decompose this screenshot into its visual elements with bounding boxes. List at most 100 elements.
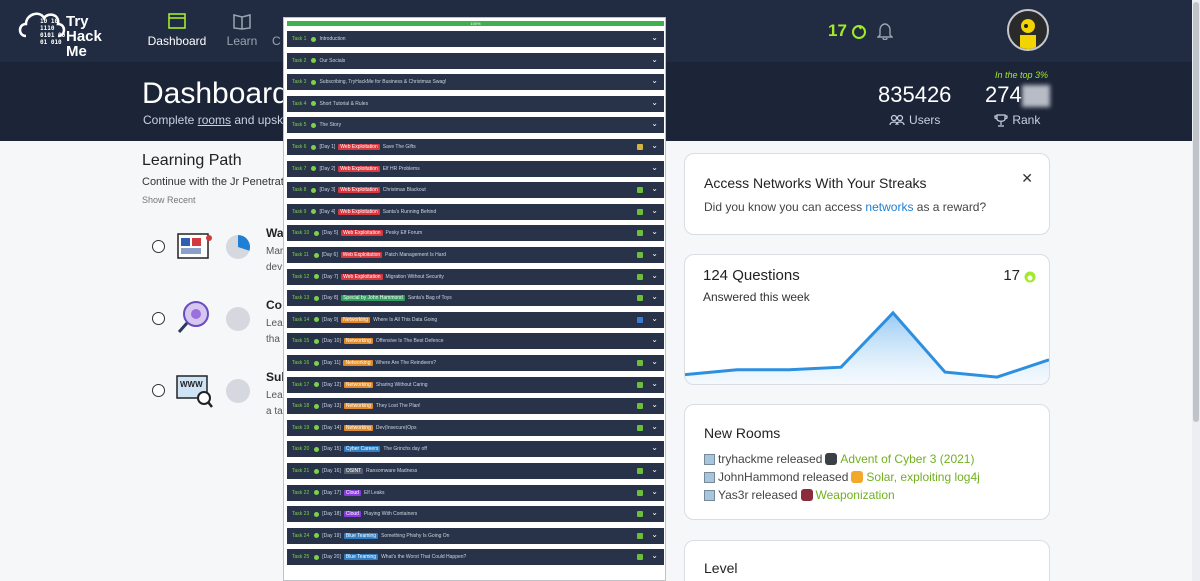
avatar-image-icon <box>1020 19 1036 49</box>
show-recent-link[interactable]: Show Recent <box>142 195 196 205</box>
page-scrollbar[interactable] <box>1192 0 1200 581</box>
task-day: [Day 10] <box>322 338 341 345</box>
chevron-down-icon[interactable]: ⌄ <box>651 357 658 366</box>
networks-card: Access Networks With Your Streaks ✕ Did … <box>684 153 1050 235</box>
check-icon <box>314 511 320 517</box>
task-row[interactable]: Task 21 [Day 16] OSINT Ransomware Madness ⌄ <box>287 463 664 479</box>
chevron-down-icon[interactable]: ⌄ <box>651 141 658 150</box>
item-radio[interactable] <box>152 384 165 397</box>
task-tag: Networking <box>343 381 373 388</box>
task-number: Task 9 <box>292 208 307 215</box>
user-avatar-icon <box>704 453 715 465</box>
chevron-down-icon[interactable]: ⌄ <box>651 119 658 129</box>
task-day: [Day 20] <box>322 554 341 561</box>
task-row[interactable]: Task 23 [Day 18] Cloud Playing With Contain… <box>287 506 664 523</box>
chevron-down-icon[interactable]: ⌄ <box>651 270 658 280</box>
task-status-icon <box>637 532 643 539</box>
chevron-down-icon[interactable]: ⌄ <box>651 378 658 388</box>
user-avatar[interactable] <box>1007 9 1049 51</box>
task-row[interactable]: Task 7 [Day 2] Web Exploitation Elf HR Prob… <box>287 160 664 177</box>
task-row[interactable]: Task 9 [Day 4] Web Exploitation Santa's Run… <box>287 203 664 220</box>
notification-bell-icon[interactable] <box>877 22 893 40</box>
learning-path-item[interactable]: Co Lea tha <box>152 298 292 348</box>
networks-link[interactable]: networks <box>865 200 914 214</box>
task-number: Task 20 <box>292 446 310 453</box>
release-room[interactable]: Weaponization <box>815 488 895 502</box>
task-row[interactable]: Task 22 [Day 17] Cloud Elf Leaks ⌄ <box>287 484 664 501</box>
new-rooms-card: New Rooms tryhackme released Advent of C… <box>684 404 1050 520</box>
tryhackme-logo[interactable]: 10 10 1110 0101 00 01 010 Try Hack Me <box>18 6 118 59</box>
task-row[interactable]: Task 10 [Day 5] Web Exploitation Pesky Elf … <box>287 225 664 242</box>
item-radio[interactable] <box>152 240 165 253</box>
task-row[interactable]: Task 11 [Day 6] Web Exploitation Patch Mana… <box>287 247 664 263</box>
chevron-down-icon[interactable]: ⌄ <box>651 97 658 107</box>
nav-learn[interactable]: Learn <box>222 12 262 48</box>
chevron-down-icon[interactable]: ⌄ <box>651 76 658 86</box>
chevron-down-icon[interactable]: ⌄ <box>651 335 658 345</box>
check-icon <box>311 101 317 107</box>
task-row[interactable]: Task 12 [Day 7] Web Exploitation Migration … <box>287 268 664 285</box>
task-tag: Web Exploitation <box>338 208 380 215</box>
rooms-link[interactable]: rooms <box>197 113 232 127</box>
task-title: Short Tutorial & Rules <box>319 100 369 107</box>
chevron-down-icon[interactable]: ⌄ <box>651 184 658 194</box>
task-row[interactable]: Task 4 Short Tutorial & Rules ⌄ <box>287 95 664 112</box>
task-row[interactable]: Task 18 [Day 13] Networking They Lost The P… <box>287 398 664 415</box>
task-row[interactable]: Task 8 [Day 3] Web Exploitation Christmas B… <box>287 182 664 199</box>
release-user[interactable]: tryhackme <box>718 452 774 466</box>
task-row[interactable]: Task 14 [Day 9] Networking Where Is All Thi… <box>287 311 664 328</box>
chevron-down-icon[interactable]: ⌄ <box>651 400 658 410</box>
item-radio[interactable] <box>152 312 165 325</box>
item-description: Lea tha <box>266 318 283 345</box>
close-icon[interactable]: ✕ <box>1021 170 1033 186</box>
task-row[interactable]: Task 24 [Day 19] Blue Teaming Something Phi… <box>287 527 664 544</box>
chevron-down-icon[interactable]: ⌄ <box>651 54 658 64</box>
chevron-down-icon[interactable]: ⌄ <box>651 249 658 258</box>
task-title: Subscribing, TryHackMe for Business & Ch… <box>319 79 447 86</box>
task-tag: Web Exploitation <box>341 230 383 237</box>
task-status-icon <box>637 511 643 518</box>
streak-counter[interactable]: 17 <box>828 21 867 41</box>
release-room[interactable]: Solar, exploiting log4j <box>866 470 980 484</box>
task-day: [Day 12] <box>322 381 341 388</box>
task-row[interactable]: Task 19 [Day 14] Networking Dev(Insecure)Op… <box>287 419 664 436</box>
task-row[interactable]: Task 16 [Day 11] Networking Where Are The R… <box>287 355 664 371</box>
learning-path-item[interactable]: WWW Sub Lea a ta <box>152 370 292 420</box>
task-row[interactable]: Task 25 [Day 20] Blue Teaming What's the Wo… <box>287 549 664 566</box>
book-icon <box>233 14 251 30</box>
chevron-down-icon[interactable]: ⌄ <box>651 465 658 474</box>
chevron-down-icon[interactable]: ⌄ <box>651 508 658 518</box>
chevron-down-icon[interactable]: ⌄ <box>651 551 658 561</box>
chevron-down-icon[interactable]: ⌄ <box>651 313 658 323</box>
check-icon <box>314 446 320 452</box>
task-row[interactable]: Task 3 Subscribing, TryHackMe for Busines… <box>287 74 664 91</box>
check-icon <box>313 252 319 258</box>
release-room[interactable]: Advent of Cyber 3 (2021) <box>840 452 975 466</box>
task-row[interactable]: Task 17 [Day 12] Networking Sharing Without… <box>287 376 664 393</box>
nav-dashboard[interactable]: Dashboard <box>147 12 207 48</box>
task-row[interactable]: Task 6 [Day 1] Web Exploitation Save The Gi… <box>287 139 664 155</box>
chevron-down-icon[interactable]: ⌄ <box>651 227 658 237</box>
task-status-icon <box>637 554 643 561</box>
chevron-down-icon[interactable]: ⌄ <box>651 33 658 42</box>
chevron-down-icon[interactable]: ⌄ <box>651 486 658 496</box>
release-user[interactable]: Yas3r <box>718 488 749 502</box>
learning-path-item[interactable]: Wa Mar dev <box>152 226 292 276</box>
chevron-down-icon[interactable]: ⌄ <box>651 162 658 172</box>
task-row[interactable]: Task 13 [Day 8] Special by John Hammond San… <box>287 290 664 307</box>
chevron-down-icon[interactable]: ⌄ <box>651 292 658 302</box>
task-title: Santa's Bag of Toys <box>407 295 452 302</box>
scrollbar-thumb[interactable] <box>1193 2 1199 422</box>
task-row[interactable]: Task 20 [Day 15] Cyber Careers The Grinchs … <box>287 441 664 458</box>
chevron-down-icon[interactable]: ⌄ <box>651 443 658 453</box>
task-row[interactable]: Task 1 Introduction ⌄ <box>287 31 664 47</box>
chevron-down-icon[interactable]: ⌄ <box>651 529 658 539</box>
nav-compete[interactable]: C <box>272 12 286 48</box>
task-row[interactable]: Task 5 The Story ⌄ <box>287 117 664 134</box>
task-row[interactable]: Task 15 [Day 10] Networking Offensive Is Th… <box>287 333 664 350</box>
chevron-down-icon[interactable]: ⌄ <box>651 205 658 215</box>
release-user[interactable]: JohnHammond <box>718 470 800 484</box>
task-row[interactable]: Task 2 Our Socials ⌄ <box>287 52 664 69</box>
chevron-down-icon[interactable]: ⌄ <box>651 421 658 431</box>
